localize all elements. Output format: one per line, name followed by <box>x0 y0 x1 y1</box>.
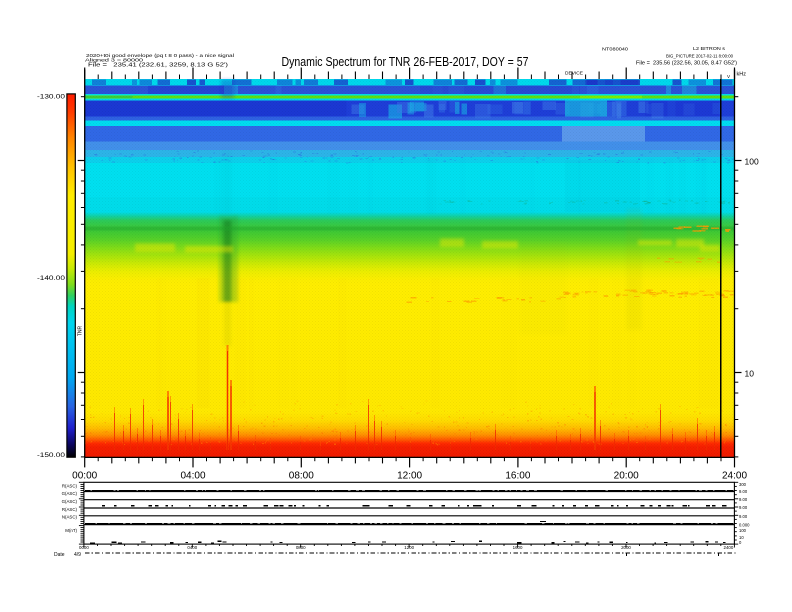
svg-text:100: 100 <box>745 157 759 167</box>
svg-text:kHz: kHz <box>737 72 747 78</box>
svg-text:M(nT): M(nT) <box>65 528 77 533</box>
svg-text:BIG_PICTURE 2017-02-11 8:00:00: BIG_PICTURE 2017-02-11 8:00:00 <box>666 54 733 60</box>
svg-text:12:00: 12:00 <box>397 471 422 482</box>
svg-text:100: 100 <box>739 528 747 533</box>
svg-text:-130.00: -130.00 <box>37 93 66 100</box>
svg-text:0.000: 0.000 <box>739 523 750 528</box>
svg-text:N(ASC): N(ASC) <box>62 515 78 520</box>
svg-text:R(ASC): R(ASC) <box>62 507 78 512</box>
svg-text:TNR: TNR <box>78 325 84 336</box>
svg-text:0400: 0400 <box>187 545 197 550</box>
svg-text:Date: Date <box>54 552 65 558</box>
svg-text:10: 10 <box>745 369 755 379</box>
svg-text:300: 300 <box>739 482 747 487</box>
svg-text:9.00: 9.00 <box>739 514 748 519</box>
svg-text:16:00: 16:00 <box>505 471 530 482</box>
svg-text:G(ASC): G(ASC) <box>62 491 78 496</box>
svg-text:10: 10 <box>739 535 744 540</box>
svg-text:0: 0 <box>739 540 742 545</box>
svg-text:20:00: 20:00 <box>614 471 639 482</box>
svg-text:-150.00: -150.00 <box>37 452 66 459</box>
svg-text:R(ASC): R(ASC) <box>62 483 78 488</box>
svg-text:4/9: 4/9 <box>74 552 81 558</box>
svg-text:L2 BITRON s: L2 BITRON s <box>693 46 726 51</box>
svg-text:2400: 2400 <box>724 545 734 550</box>
svg-text:9.00: 9.00 <box>739 505 748 510</box>
svg-text:G(ASC): G(ASC) <box>62 499 78 504</box>
svg-text:9.00: 9.00 <box>739 497 748 502</box>
svg-text:9.00: 9.00 <box>739 489 748 494</box>
svg-text:NT080040: NT080040 <box>602 47 629 52</box>
svg-text:2020+t0i good envelope (pq t 8: 2020+t0i good envelope (pq t 8 0 pass) -… <box>86 53 234 58</box>
svg-text:2000: 2000 <box>621 545 631 550</box>
svg-text:0000: 0000 <box>79 545 89 550</box>
svg-text:08:00: 08:00 <box>289 471 314 482</box>
svg-text:0800: 0800 <box>296 545 306 550</box>
svg-text:-140.00: -140.00 <box>37 275 66 282</box>
svg-text:V: V <box>727 74 731 79</box>
svg-text:1600: 1600 <box>513 545 523 550</box>
svg-text:DEVICE: DEVICE <box>565 71 583 76</box>
svg-text:1200: 1200 <box>404 545 414 550</box>
svg-text:File = 235.56 (232.56, 30.05,: File = 235.56 (232.56, 30.05, 8.47 G52') <box>636 61 737 67</box>
svg-text:24:00: 24:00 <box>722 471 747 482</box>
svg-text:04:00: 04:00 <box>180 471 205 482</box>
svg-text:Aligned 3 = 80000: Aligned 3 = 80000 <box>85 58 144 63</box>
svg-text:00:00: 00:00 <box>72 471 97 482</box>
svg-text:File = 235.41 (232.61, 3259,: File = 235.41 (232.61, 3259, 8.13 G 52') <box>88 63 228 69</box>
svg-text:Dynamic Spectrum for TNR 26-FE: Dynamic Spectrum for TNR 26-FEB-2017, DO… <box>282 55 529 69</box>
